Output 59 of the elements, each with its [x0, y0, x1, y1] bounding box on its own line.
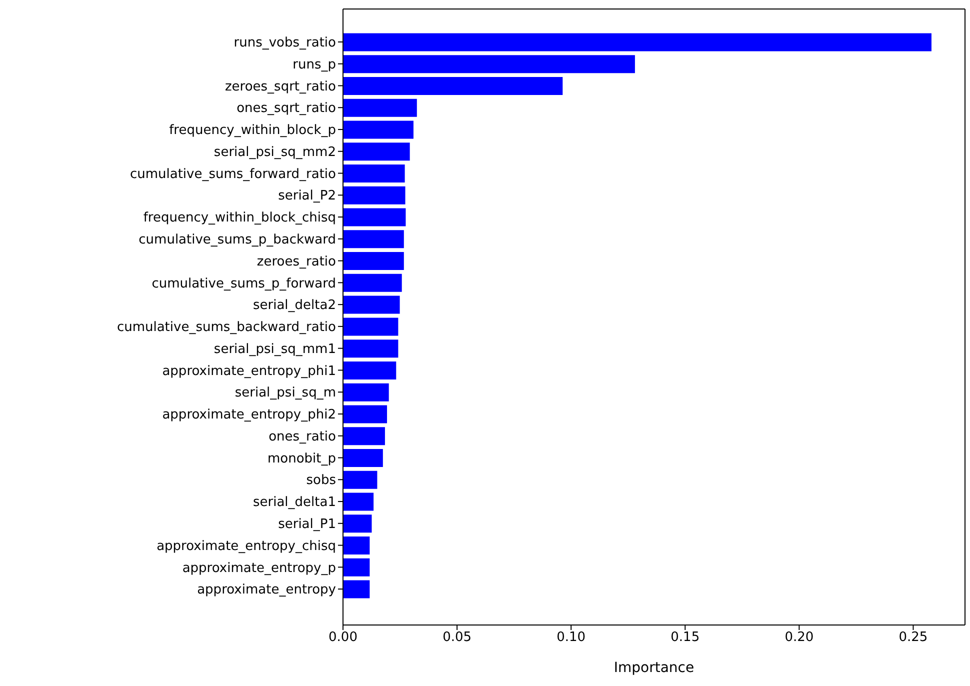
- bar: [343, 558, 370, 576]
- bar: [343, 514, 372, 533]
- y-tick-label: serial_psi_sq_mm1: [214, 342, 336, 357]
- bar: [343, 98, 417, 117]
- y-tick-label: cumulative_sums_backward_ratio: [116, 320, 336, 336]
- x-tick-label: 0.25: [898, 630, 928, 646]
- bar: [343, 76, 563, 95]
- bar: [343, 580, 370, 598]
- x-axis-title: Importance: [614, 660, 694, 676]
- y-tick-label: runs_p: [292, 57, 336, 72]
- y-tick-label: ones_ratio: [268, 429, 336, 444]
- bar: [343, 55, 635, 74]
- bar: [343, 318, 398, 336]
- x-tick-label: 0.15: [670, 630, 700, 646]
- y-tick-label: serial_psi_sq_m: [234, 386, 336, 401]
- y-tick-label: approximate_entropy_chisq: [156, 538, 336, 554]
- x-tick-label: 0.00: [328, 630, 358, 646]
- bar: [343, 448, 383, 467]
- y-tick-label: frequency_within_block_p: [169, 123, 336, 138]
- y-tick-label: approximate_entropy_phi2: [162, 408, 336, 423]
- x-tick-label: 0.20: [784, 630, 814, 646]
- y-tick-label: serial_P1: [278, 517, 336, 532]
- bar: [343, 405, 388, 424]
- y-tick-label: zeroes_sqrt_ratio: [224, 79, 336, 94]
- bar: [343, 186, 406, 204]
- x-tick-label: 0.10: [556, 630, 586, 646]
- y-tick-label: serial_psi_sq_mm2: [214, 144, 336, 160]
- y-tick-label: runs_vobs_ratio: [234, 36, 336, 51]
- y-tick-label: cumulative_sums_p_forward: [152, 276, 336, 292]
- bar: [343, 274, 402, 292]
- bar: [343, 383, 389, 402]
- y-tick-label: monobit_p: [267, 451, 336, 466]
- x-tick-label: 0.05: [442, 630, 472, 646]
- y-tick-label: approximate_entropy_p: [182, 560, 336, 576]
- bar: [343, 340, 398, 358]
- y-tick-label: ones_sqrt_ratio: [236, 101, 336, 116]
- y-tick-label: serial_delta2: [252, 298, 336, 314]
- bar: [343, 208, 406, 226]
- y-tick-label: serial_delta1: [252, 495, 336, 510]
- bar: [343, 33, 932, 52]
- bar: [343, 470, 378, 489]
- bar: [343, 361, 396, 380]
- bar: [343, 296, 400, 314]
- bar: [343, 142, 410, 161]
- bar: [343, 427, 385, 446]
- bar: [343, 492, 374, 511]
- y-tick-label: approximate_entropy: [197, 582, 336, 598]
- y-tick-label: cumulative_sums_p_backward: [138, 232, 336, 248]
- y-tick-label: frequency_within_block_chisq: [143, 210, 336, 226]
- bar: [343, 252, 404, 270]
- y-tick-label: serial_P2: [278, 188, 336, 204]
- bar: [343, 230, 404, 248]
- y-tick-label: approximate_entropy_phi1: [162, 364, 336, 379]
- bar: [343, 536, 370, 555]
- bar: [343, 120, 414, 139]
- bar: [343, 164, 405, 182]
- y-tick-label: cumulative_sums_forward_ratio: [130, 166, 336, 182]
- y-tick-label: zeroes_ratio: [256, 254, 336, 270]
- y-tick-label: sobs: [306, 473, 336, 488]
